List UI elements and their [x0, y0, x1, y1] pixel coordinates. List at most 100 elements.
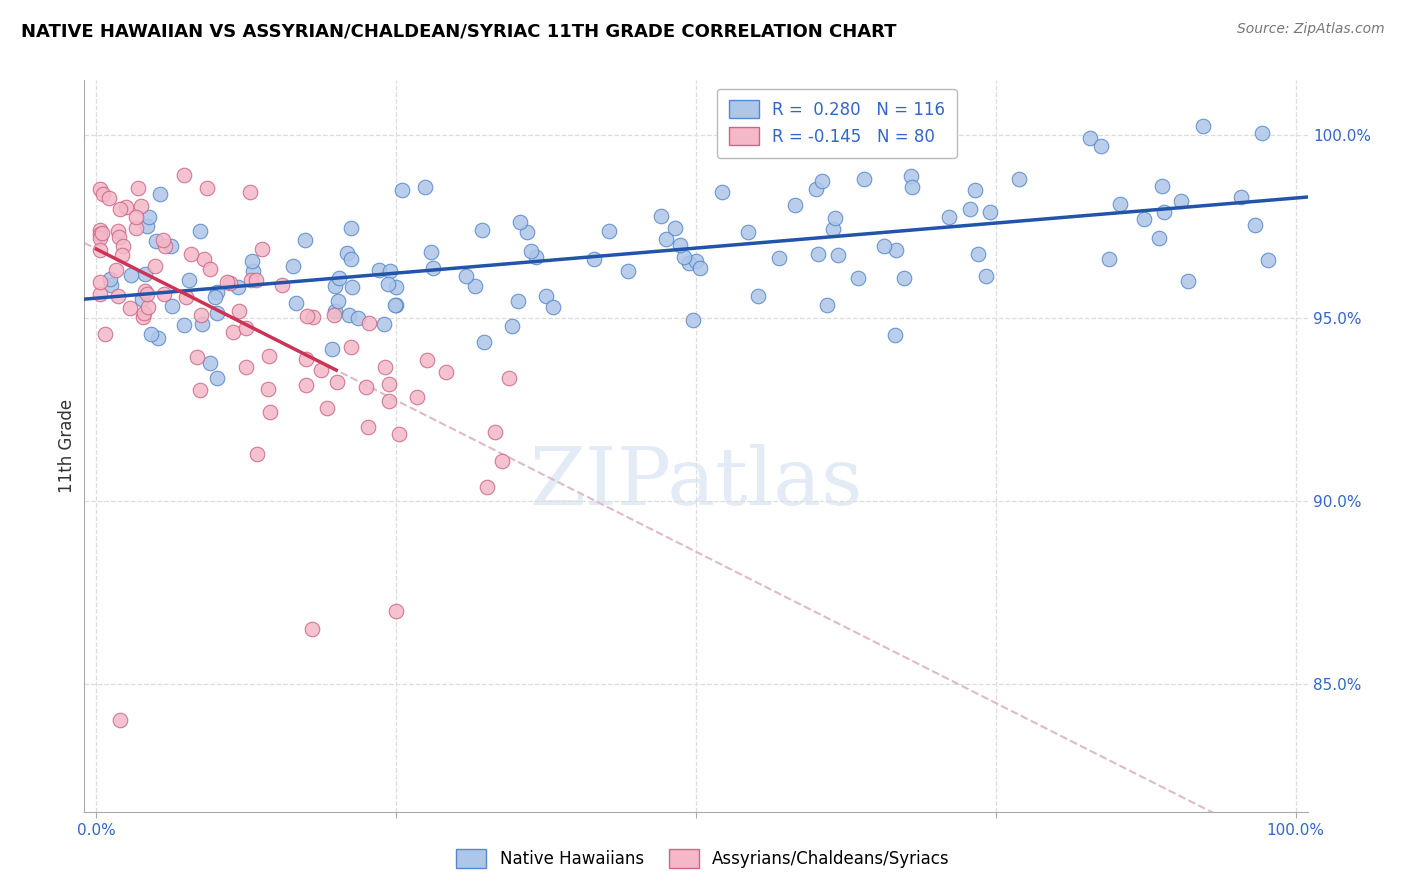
Point — [322, 308, 344, 322]
Point — [356, 380, 378, 394]
Point — [145, 235, 167, 249]
Point — [136, 286, 159, 301]
Point — [340, 221, 363, 235]
Point — [191, 317, 214, 331]
Point — [323, 304, 346, 318]
Point — [222, 326, 245, 340]
Point — [89, 276, 111, 290]
Point — [149, 186, 172, 201]
Point — [416, 353, 439, 368]
Point — [295, 378, 318, 392]
Point — [239, 272, 262, 286]
Point — [148, 331, 170, 345]
Point — [134, 306, 156, 320]
Point — [124, 210, 146, 224]
Point — [174, 290, 197, 304]
Point — [270, 277, 292, 292]
Point — [1244, 218, 1267, 232]
Point — [454, 268, 477, 283]
Point — [124, 221, 146, 235]
Point — [846, 271, 869, 285]
Point — [678, 256, 700, 270]
Point — [373, 317, 395, 331]
Point — [1230, 189, 1253, 203]
Point — [959, 202, 981, 216]
Point — [90, 227, 112, 241]
Point — [281, 259, 304, 273]
Point — [509, 215, 531, 229]
Point — [498, 370, 520, 384]
Point — [783, 198, 806, 212]
Point — [368, 263, 391, 277]
Point — [938, 210, 960, 224]
Point — [160, 238, 183, 252]
Point — [245, 273, 267, 287]
Point — [138, 211, 160, 225]
Point — [682, 313, 704, 327]
Point — [1192, 119, 1215, 133]
Point — [323, 279, 346, 293]
Point — [204, 290, 226, 304]
Text: Source: ZipAtlas.com: Source: ZipAtlas.com — [1237, 22, 1385, 37]
Point — [1153, 204, 1175, 219]
Point — [768, 251, 790, 265]
Point — [359, 316, 381, 330]
Point — [118, 301, 141, 315]
Point — [89, 244, 111, 258]
Point — [711, 185, 734, 199]
Point — [240, 254, 263, 268]
Point — [815, 298, 838, 312]
Point — [239, 185, 262, 199]
Point — [226, 280, 249, 294]
Point — [120, 268, 142, 283]
Point — [193, 252, 215, 266]
Point — [188, 224, 211, 238]
Point — [315, 401, 337, 415]
Point — [377, 376, 399, 391]
Point — [508, 293, 530, 308]
Point — [501, 318, 523, 333]
Point — [391, 183, 413, 197]
Point — [198, 261, 221, 276]
Point — [173, 318, 195, 332]
Point — [650, 209, 672, 223]
Point — [131, 293, 153, 307]
Point — [89, 182, 111, 196]
Point — [582, 252, 605, 266]
Point — [162, 299, 184, 313]
Point — [107, 289, 129, 303]
Point — [472, 335, 495, 350]
Point — [974, 268, 997, 283]
Point — [110, 714, 132, 728]
Point — [1149, 231, 1171, 245]
Point — [141, 326, 163, 341]
Point — [195, 181, 218, 195]
Point — [1257, 252, 1279, 267]
Point — [534, 289, 557, 303]
Point — [747, 289, 769, 303]
Point — [884, 243, 907, 257]
Point — [1080, 131, 1102, 145]
Point — [134, 284, 156, 298]
Point — [111, 239, 134, 253]
Point — [155, 239, 177, 253]
Point — [309, 363, 332, 377]
Point — [384, 298, 406, 312]
Point — [1090, 138, 1112, 153]
Point — [979, 205, 1001, 219]
Text: NATIVE HAWAIIAN VS ASSYRIAN/CHALDEAN/SYRIAC 11TH GRADE CORRELATION CHART: NATIVE HAWAIIAN VS ASSYRIAN/CHALDEAN/SYR… — [21, 22, 897, 40]
Point — [491, 454, 513, 468]
Point — [127, 181, 149, 195]
Point — [405, 390, 427, 404]
Point — [893, 270, 915, 285]
Point — [385, 604, 408, 618]
Point — [136, 300, 159, 314]
Point — [737, 225, 759, 239]
Point — [89, 231, 111, 245]
Point — [873, 239, 896, 253]
Point — [824, 211, 846, 226]
Point — [811, 174, 834, 188]
Point — [186, 350, 208, 364]
Point — [434, 365, 457, 379]
Point — [378, 263, 401, 277]
